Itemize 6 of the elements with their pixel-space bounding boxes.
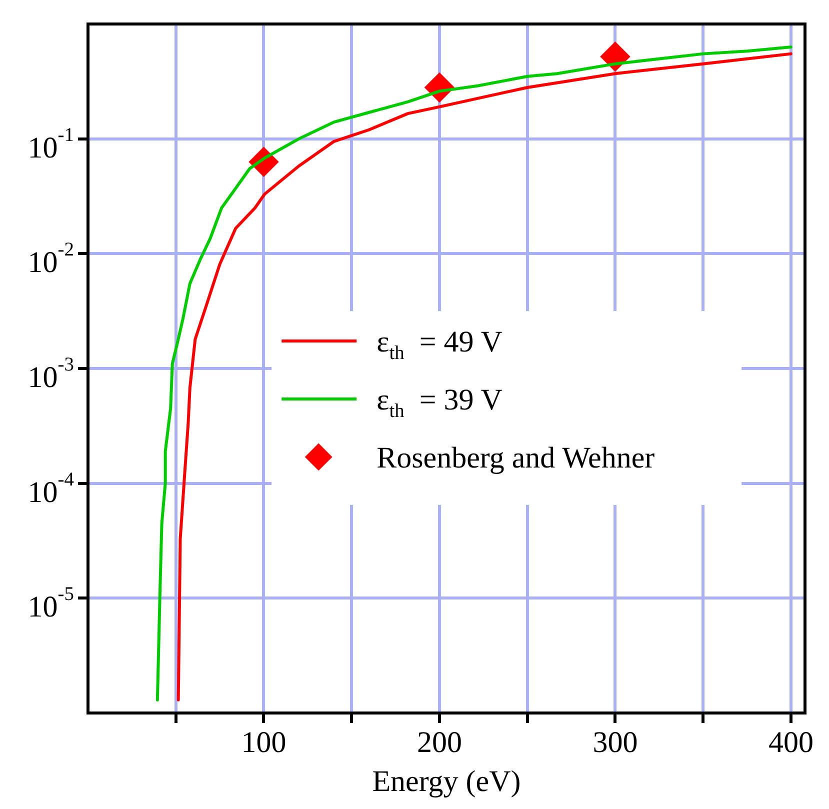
- x-axis-title: Energy (eV): [372, 764, 521, 798]
- legend-label: Rosenberg and Wehner: [376, 441, 655, 474]
- x-tick-label: 200: [416, 726, 462, 759]
- x-tick-label: 100: [241, 726, 286, 759]
- x-tick-label: 300: [592, 726, 638, 759]
- x-tick-label: 400: [768, 726, 814, 759]
